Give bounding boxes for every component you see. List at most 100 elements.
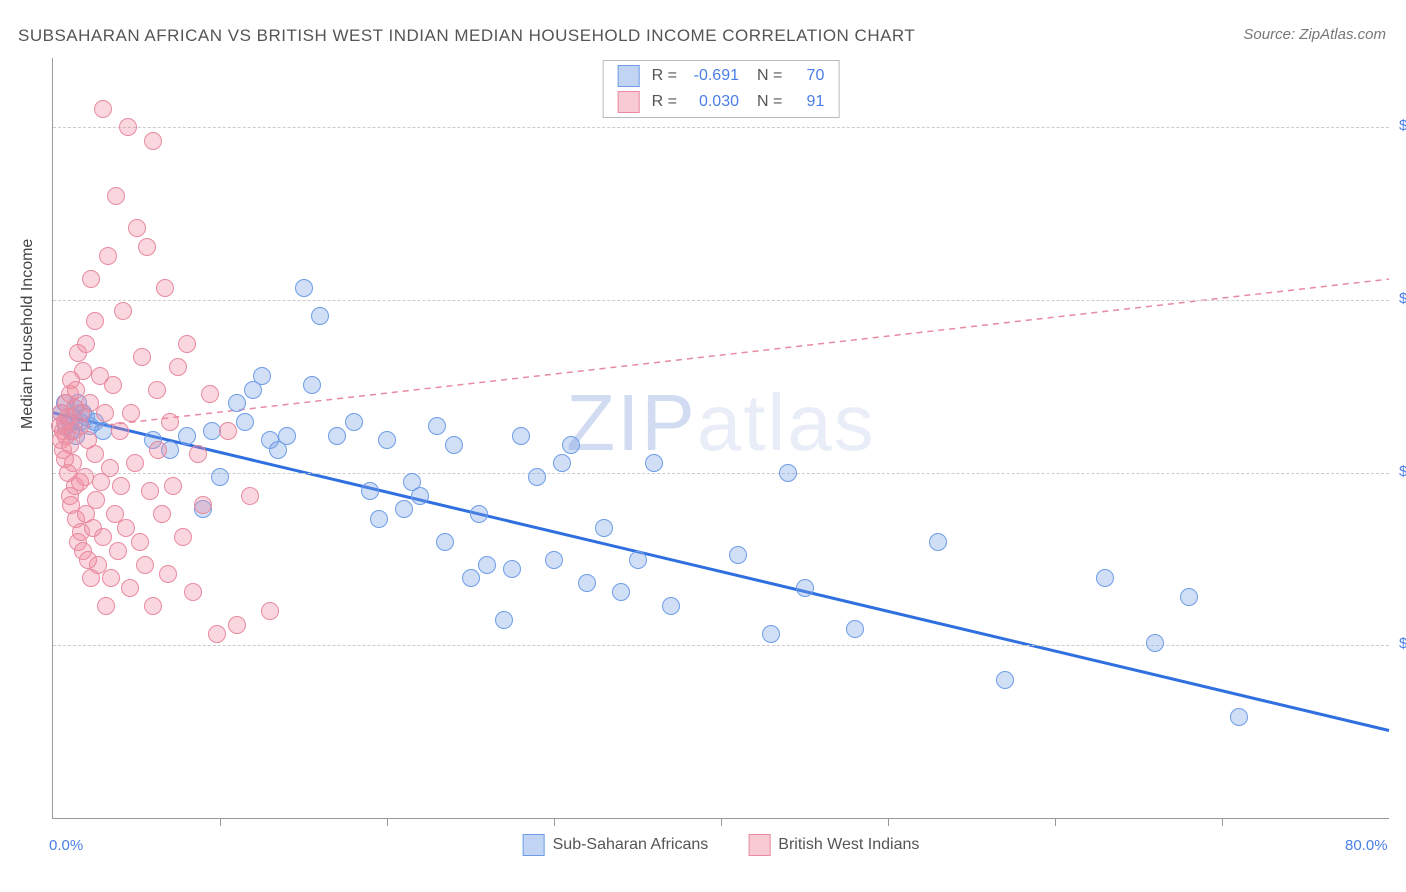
data-point bbox=[112, 477, 130, 495]
y-tick-label: $75,000 bbox=[1391, 463, 1406, 480]
data-point bbox=[395, 500, 413, 518]
gridline bbox=[53, 127, 1389, 128]
data-point bbox=[74, 362, 92, 380]
data-point bbox=[153, 505, 171, 523]
data-point bbox=[629, 551, 647, 569]
data-point bbox=[228, 394, 246, 412]
correlation-row: R = -0.691 N = 70 bbox=[604, 63, 839, 89]
trend-line bbox=[53, 279, 1389, 431]
data-point bbox=[86, 445, 104, 463]
data-point bbox=[174, 528, 192, 546]
r-value: 0.030 bbox=[689, 93, 739, 111]
data-point bbox=[445, 436, 463, 454]
data-point bbox=[295, 279, 313, 297]
data-point bbox=[211, 468, 229, 486]
data-point bbox=[94, 100, 112, 118]
data-point bbox=[253, 367, 271, 385]
data-point bbox=[178, 335, 196, 353]
gridline bbox=[53, 645, 1389, 646]
data-point bbox=[86, 312, 104, 330]
data-point bbox=[436, 533, 454, 551]
x-tick bbox=[888, 818, 889, 826]
n-value: 70 bbox=[794, 67, 824, 85]
x-tick bbox=[721, 818, 722, 826]
legend-label: Sub-Saharan Africans bbox=[553, 836, 709, 854]
data-point bbox=[562, 436, 580, 454]
data-point bbox=[159, 565, 177, 583]
data-point bbox=[101, 459, 119, 477]
data-point bbox=[128, 219, 146, 237]
data-point bbox=[122, 404, 140, 422]
source-prefix: Source: bbox=[1243, 26, 1299, 43]
data-point bbox=[1096, 569, 1114, 587]
data-point bbox=[82, 270, 100, 288]
data-point bbox=[645, 454, 663, 472]
r-label: R = bbox=[652, 67, 677, 85]
data-point bbox=[929, 533, 947, 551]
data-point bbox=[102, 569, 120, 587]
data-point bbox=[184, 583, 202, 601]
data-point bbox=[131, 533, 149, 551]
data-point bbox=[662, 597, 680, 615]
data-point bbox=[107, 187, 125, 205]
chart-title: SUBSAHARAN AFRICAN VS BRITISH WEST INDIA… bbox=[18, 26, 915, 46]
correlation-legend: R = -0.691 N = 70 R = 0.030 N = 91 bbox=[603, 60, 840, 118]
source-link[interactable]: ZipAtlas.com bbox=[1299, 26, 1386, 43]
data-point bbox=[119, 118, 137, 136]
data-point bbox=[996, 671, 1014, 689]
chart-container: SUBSAHARAN AFRICAN VS BRITISH WEST INDIA… bbox=[0, 0, 1406, 892]
data-point bbox=[161, 413, 179, 431]
data-point bbox=[478, 556, 496, 574]
data-point bbox=[178, 427, 196, 445]
data-point bbox=[370, 510, 388, 528]
data-point bbox=[528, 468, 546, 486]
data-point bbox=[428, 417, 446, 435]
data-point bbox=[578, 574, 596, 592]
legend-label: British West Indians bbox=[778, 836, 919, 854]
data-point bbox=[228, 616, 246, 634]
watermark-bold: ZIP bbox=[566, 378, 696, 467]
data-point bbox=[76, 468, 94, 486]
data-point bbox=[241, 487, 259, 505]
data-point bbox=[96, 404, 114, 422]
data-point bbox=[144, 132, 162, 150]
x-tick-label: 80.0% bbox=[1345, 837, 1388, 854]
x-tick bbox=[220, 818, 221, 826]
data-point bbox=[99, 247, 117, 265]
plot-area: Median Household Income ZIPatlas R = -0.… bbox=[52, 58, 1389, 819]
data-point bbox=[796, 579, 814, 597]
data-point bbox=[545, 551, 563, 569]
data-point bbox=[236, 413, 254, 431]
data-point bbox=[311, 307, 329, 325]
data-point bbox=[149, 441, 167, 459]
trend-line bbox=[53, 413, 1389, 731]
data-point bbox=[133, 348, 151, 366]
data-point bbox=[189, 445, 207, 463]
data-point bbox=[156, 279, 174, 297]
watermark: ZIPatlas bbox=[566, 377, 875, 469]
data-point bbox=[148, 381, 166, 399]
y-tick-label: $112,500 bbox=[1391, 290, 1406, 307]
data-point bbox=[779, 464, 797, 482]
data-point bbox=[512, 427, 530, 445]
x-tick bbox=[1222, 818, 1223, 826]
data-point bbox=[111, 422, 129, 440]
x-tick bbox=[387, 818, 388, 826]
data-point bbox=[462, 569, 480, 587]
data-point bbox=[278, 427, 296, 445]
data-point bbox=[612, 583, 630, 601]
x-tick bbox=[554, 818, 555, 826]
data-point bbox=[470, 505, 488, 523]
data-point bbox=[126, 454, 144, 472]
swatch-icon bbox=[748, 834, 770, 856]
y-tick-label: $37,500 bbox=[1391, 635, 1406, 652]
data-point bbox=[219, 422, 237, 440]
data-point bbox=[328, 427, 346, 445]
data-point bbox=[762, 625, 780, 643]
data-point bbox=[203, 422, 221, 440]
data-point bbox=[109, 542, 127, 560]
data-point bbox=[208, 625, 226, 643]
n-label: N = bbox=[757, 93, 782, 111]
data-point bbox=[141, 482, 159, 500]
data-point bbox=[595, 519, 613, 537]
